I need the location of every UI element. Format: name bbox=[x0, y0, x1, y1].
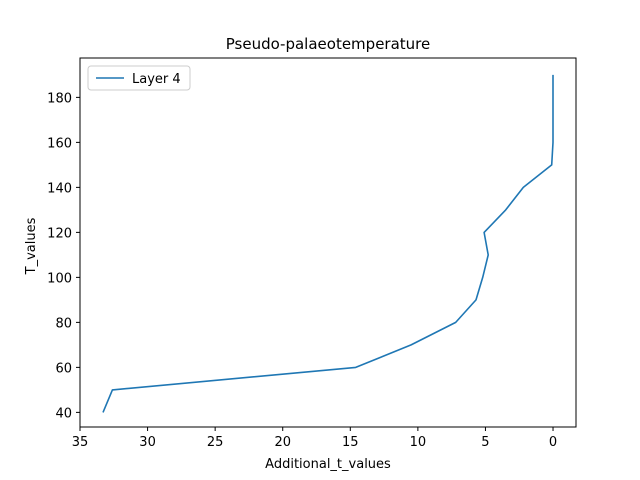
x-axis: 35 30 25 20 15 10 5 0 bbox=[72, 427, 557, 450]
y-tick-label: 120 bbox=[47, 226, 72, 241]
series-layer bbox=[102, 74, 554, 413]
y-tick-label: 140 bbox=[47, 181, 72, 196]
plot-area bbox=[79, 57, 577, 428]
legend-box bbox=[87, 65, 191, 91]
x-tick-label: 0 bbox=[549, 435, 557, 450]
legend-label: Layer 4 bbox=[132, 72, 181, 87]
x-tick-label: 20 bbox=[274, 435, 291, 450]
y-axis: 40 60 80 100 120 140 160 180 bbox=[47, 91, 80, 421]
series-line-1 bbox=[102, 74, 554, 413]
y-tick-label: 180 bbox=[47, 91, 72, 106]
legend[interactable]: Layer 4 bbox=[87, 65, 191, 91]
x-axis-label: Additional_t_values bbox=[265, 457, 391, 472]
y-tick-label: 80 bbox=[55, 316, 72, 331]
chart-title: Pseudo-palaeotemperature bbox=[226, 35, 431, 53]
plot-frame bbox=[79, 57, 577, 428]
y-tick-label: 100 bbox=[47, 271, 72, 286]
x-tick-label: 15 bbox=[342, 435, 359, 450]
x-tick-label: 5 bbox=[481, 435, 489, 450]
x-tick-label: 35 bbox=[72, 435, 89, 450]
x-tick-label: 25 bbox=[207, 435, 224, 450]
x-tick-label: 10 bbox=[410, 435, 427, 450]
y-tick-label: 60 bbox=[55, 361, 72, 376]
y-axis-label: T_values bbox=[24, 217, 39, 275]
x-tick-label: 30 bbox=[139, 435, 156, 450]
y-tick-label: 40 bbox=[55, 406, 72, 421]
y-tick-label: 160 bbox=[47, 136, 72, 151]
